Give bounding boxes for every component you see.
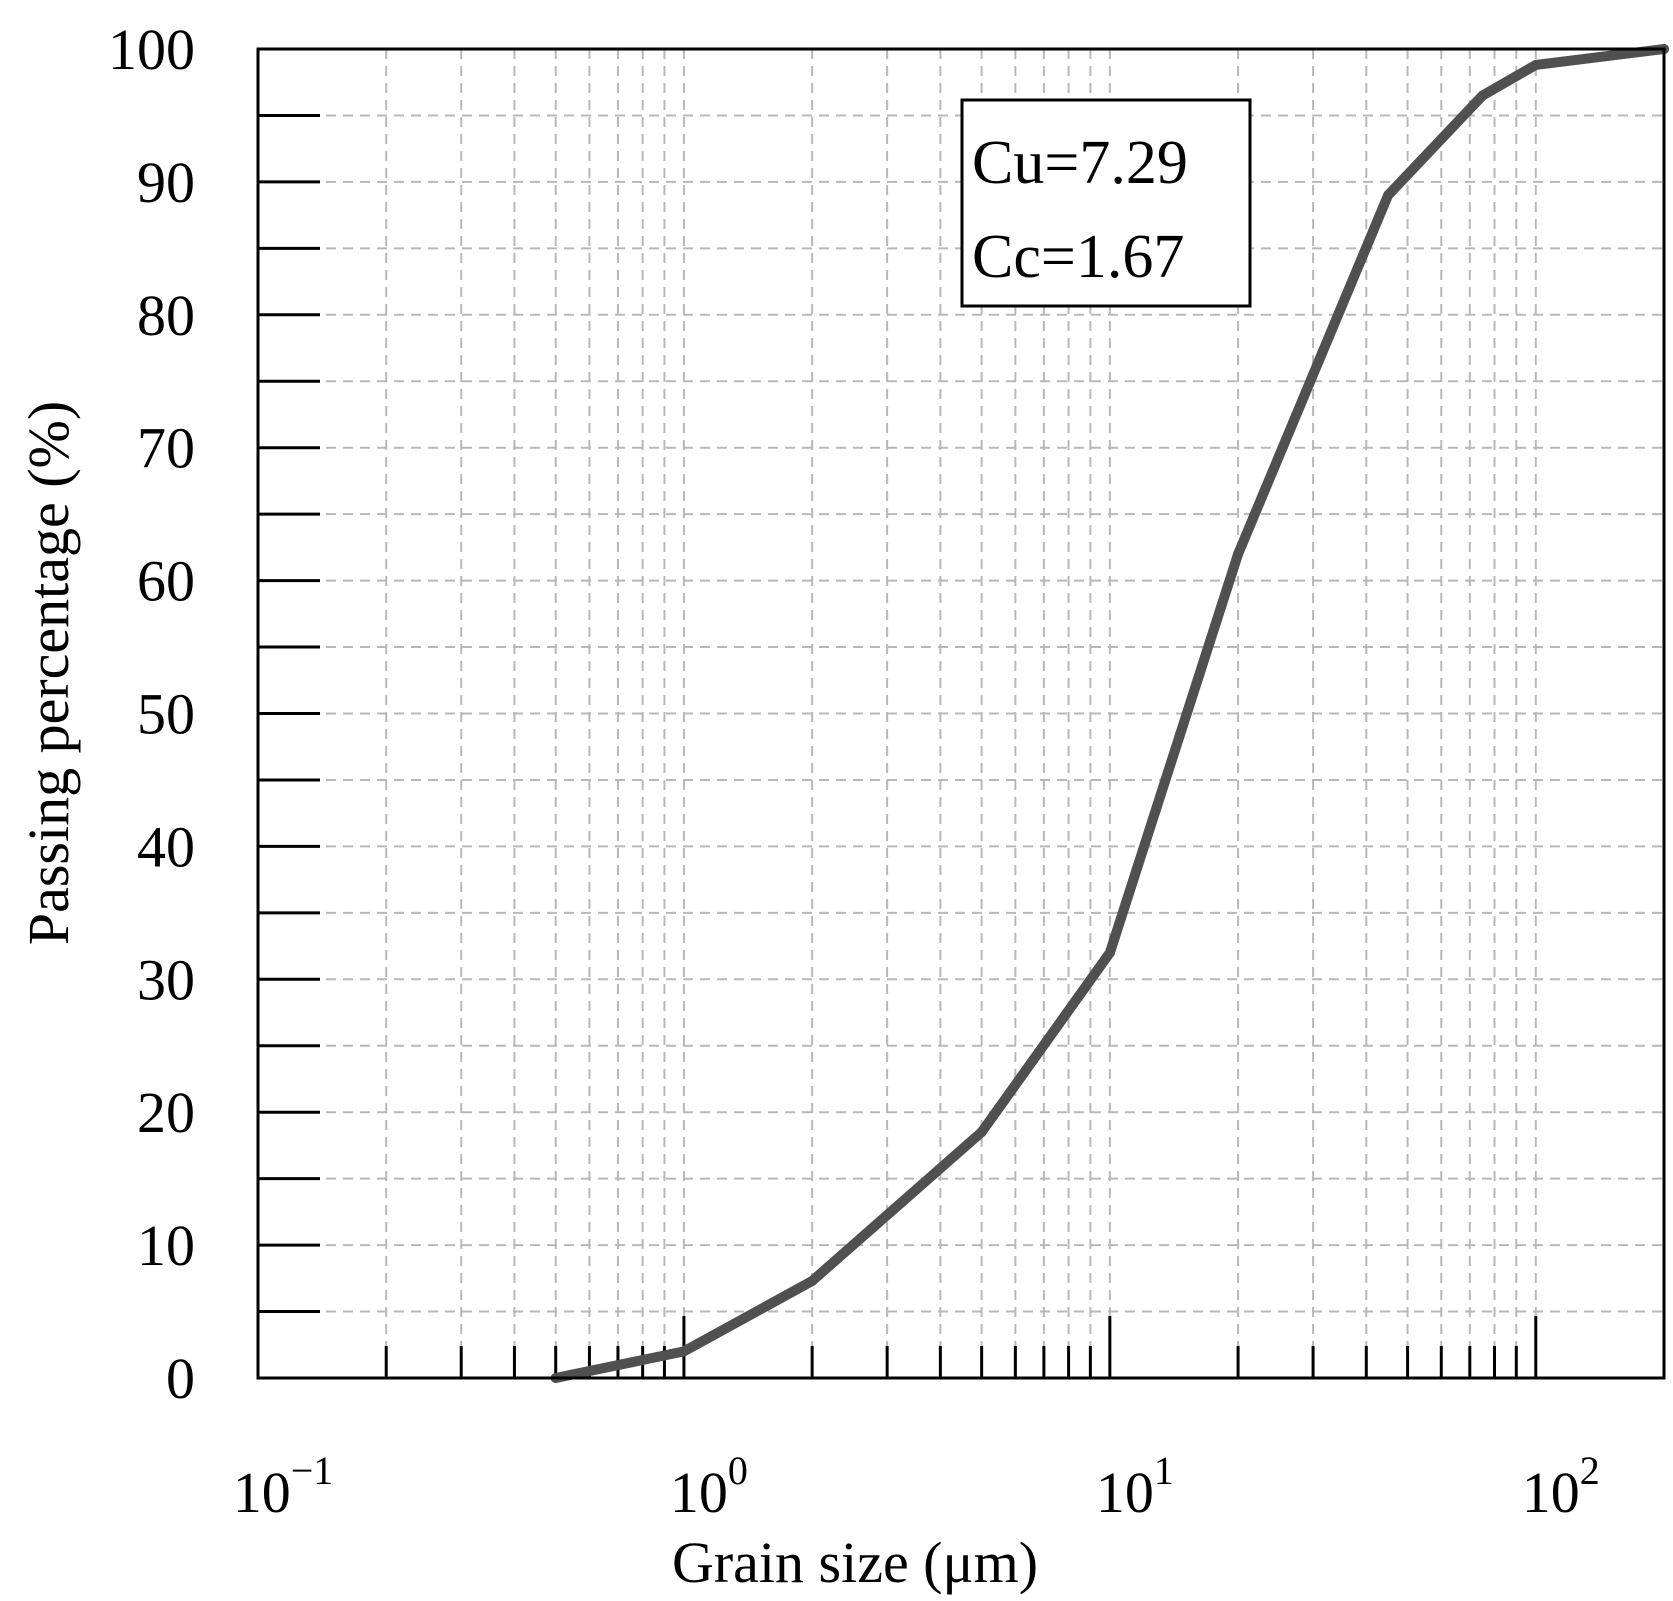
axis-ticks	[256, 47, 1666, 1380]
annotation-box	[960, 98, 1252, 308]
y-tick-label: 60	[137, 549, 195, 614]
x-tick-label: 10−1	[233, 1448, 334, 1525]
x-tick-label: 101	[1096, 1448, 1174, 1525]
passing-curve-point	[1530, 59, 1541, 70]
passing-curve-point	[976, 1127, 987, 1138]
x-tick-label: 100	[670, 1448, 748, 1525]
y-tick-label: 100	[108, 17, 195, 82]
passing-curve-point	[1233, 549, 1244, 559]
x-tick-label: 102	[1522, 1448, 1600, 1525]
y-tick-label: 90	[137, 150, 195, 215]
annotation-cu: Cu=7.29	[972, 129, 1188, 197]
passing-curve-line	[550, 44, 1669, 1383]
passing-curve-point	[1477, 90, 1488, 101]
passing-curve-point	[1383, 190, 1394, 201]
coefficients-annotation: Cu=7.29 Cc=1.67	[960, 98, 1252, 308]
y-tick-label: 50	[137, 682, 195, 747]
y-tick-label: 70	[137, 416, 195, 481]
y-tick-label: 40	[137, 814, 195, 879]
passing-curve-point	[678, 1346, 689, 1357]
plot-frame	[256, 47, 1666, 1380]
x-axis-label: Grain size (μm)	[672, 1530, 1038, 1595]
y-tick-label: 80	[137, 283, 195, 348]
passing-curve-point	[807, 1276, 818, 1286]
series-layer	[550, 44, 1669, 1383]
y-tick-label: 30	[137, 947, 195, 1012]
y-axis-label: Passing percentage (%)	[16, 401, 81, 945]
y-tick-label: 10	[137, 1213, 195, 1278]
y-tick-label: 0	[166, 1346, 195, 1411]
passing-curve-point	[1104, 947, 1115, 958]
y-tick-labels: 0 10 20 30 40 50 60 70 80 90 100	[108, 17, 195, 1411]
x-tick-labels: 10−1 100 101 102	[233, 1448, 1600, 1525]
grid	[258, 49, 1664, 1378]
annotation-cc: Cc=1.67	[972, 223, 1184, 291]
y-tick-label: 20	[137, 1080, 195, 1145]
